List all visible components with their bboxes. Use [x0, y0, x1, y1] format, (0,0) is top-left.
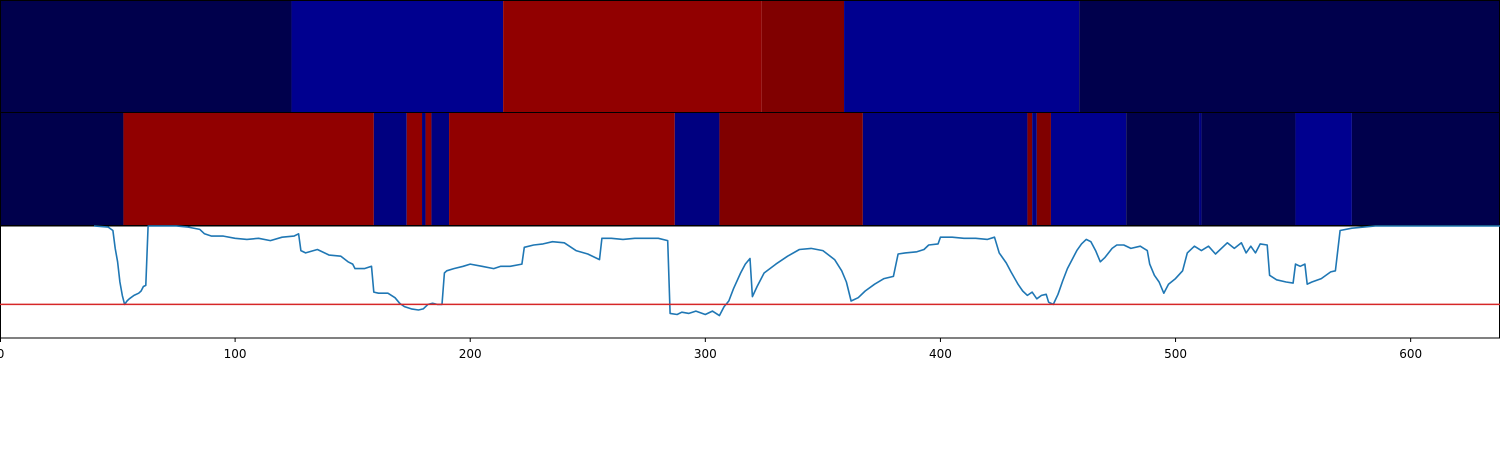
row-1-segment-1	[291, 1, 504, 112]
x-tick-label-100: 100	[224, 347, 247, 361]
signal-line	[93, 225, 1500, 317]
row-1-segment-3	[761, 1, 845, 112]
row-2-segment-7	[449, 113, 675, 225]
row-2-segment-16	[1199, 113, 1202, 225]
row-1-segment-0	[0, 1, 292, 112]
row-2-segment-17	[1201, 113, 1296, 225]
x-tick-label-300: 300	[694, 347, 717, 361]
row-1-segment-4	[844, 1, 1080, 112]
heatmap-row-2	[0, 113, 1500, 225]
row-2-segment-19	[1351, 113, 1500, 225]
row-2-segment-9	[719, 113, 863, 225]
row-2-segment-10	[862, 113, 1028, 225]
row-2-segment-2	[373, 113, 407, 225]
x-tick-label-0: 0	[0, 347, 4, 361]
row-2-segment-5	[425, 113, 432, 225]
row-2-segment-3	[406, 113, 423, 225]
x-tick-label-500: 500	[1164, 347, 1187, 361]
row-2-segment-18	[1295, 113, 1352, 225]
x-axis: 0 100 200 300 400 500 600	[0, 338, 1422, 361]
row-2-segment-15	[1126, 113, 1200, 225]
row-2-segment-11	[1027, 113, 1033, 225]
heatmap-row-1	[0, 1, 1500, 112]
row-1-segment-5	[1079, 1, 1500, 112]
row-2-segment-6	[431, 113, 450, 225]
x-tick-label-600: 600	[1399, 347, 1422, 361]
row-2-segment-1	[123, 113, 374, 225]
row-2-segment-12	[1032, 113, 1037, 225]
row-2-segment-4	[422, 113, 426, 225]
x-tick-label-200: 200	[459, 347, 482, 361]
row-1-segment-2	[503, 1, 762, 112]
row-2-segment-0	[0, 113, 124, 225]
row-2-segment-13	[1036, 113, 1051, 225]
row-2-segment-8	[674, 113, 720, 225]
line-plot-frame	[0, 225, 1500, 339]
line-plot	[0, 225, 1500, 339]
row-2-segment-14	[1050, 113, 1127, 225]
x-tick-label-400: 400	[929, 347, 952, 361]
